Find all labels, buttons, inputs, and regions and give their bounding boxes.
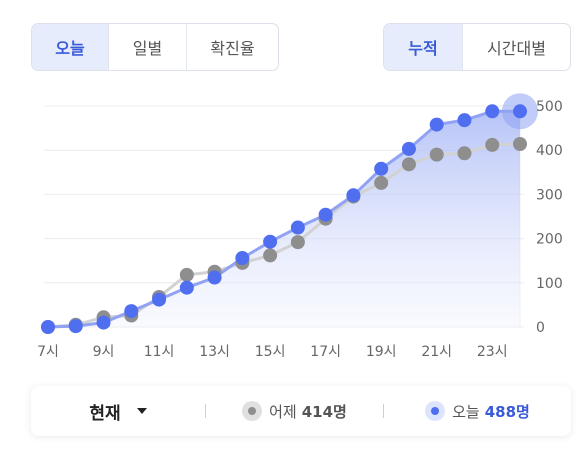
period-tab-group: 오늘 일별 확진율 <box>31 23 279 71</box>
x-tick-label: 17시 <box>310 344 341 360</box>
data-point <box>346 188 361 203</box>
legend-today-label: 오늘 <box>452 402 480 421</box>
time-selector-dropdown[interactable]: 현재 <box>31 399 205 424</box>
data-point <box>124 304 139 319</box>
data-point <box>485 104 500 119</box>
y-tick-label: 300 <box>536 187 563 203</box>
divider <box>205 404 206 418</box>
x-tick-label: 13시 <box>199 344 230 360</box>
cumulative-line-chart: 7시 9시 11시 13시 15시 17시 19시 21시 23시 0 100 200 300 400 5… <box>37 93 563 360</box>
data-point <box>96 315 111 330</box>
tab-hourly[interactable]: 시간대별 <box>462 24 570 70</box>
data-point <box>374 175 389 190</box>
today-area-fill <box>48 111 520 327</box>
data-point <box>179 267 194 282</box>
y-tick-label: 100 <box>536 276 563 292</box>
legend-yesterday-value: 414명 <box>301 402 347 421</box>
x-tick-label: 21시 <box>421 344 452 360</box>
data-point <box>374 161 389 176</box>
legend-yesterday: 어제 414명 <box>206 401 383 422</box>
data-point <box>290 220 305 235</box>
data-point <box>179 280 194 295</box>
data-point <box>513 137 527 152</box>
data-point <box>485 137 500 152</box>
data-point <box>457 113 472 128</box>
data-point <box>207 270 222 285</box>
data-point <box>429 117 444 132</box>
time-selector-label: 현재 <box>89 403 121 424</box>
mode-tab-group: 누적 시간대별 <box>383 23 571 71</box>
data-point <box>513 104 527 119</box>
x-tick-label: 9시 <box>93 344 115 360</box>
today-dot-icon <box>425 401 446 421</box>
data-point <box>263 248 278 263</box>
data-point <box>152 292 167 307</box>
data-point <box>68 319 83 334</box>
data-point <box>41 320 55 334</box>
legend-today: 오늘 488명 <box>384 401 571 422</box>
yesterday-dot-icon <box>242 401 263 421</box>
data-point <box>263 234 278 249</box>
caret-down-icon <box>136 408 147 414</box>
data-point <box>401 141 416 156</box>
legend-today-value: 488명 <box>484 402 530 421</box>
y-tick-label: 200 <box>536 232 563 248</box>
y-tick-label: 0 <box>536 320 545 336</box>
tab-cumulative[interactable]: 누적 <box>384 24 462 70</box>
x-tick-label: 11시 <box>144 344 175 360</box>
x-tick-label: 15시 <box>255 344 286 360</box>
x-tick-label: 19시 <box>366 344 397 360</box>
data-point <box>290 235 305 250</box>
summary-bar: 현재 어제 414명 오늘 488명 <box>31 386 571 436</box>
y-tick-label: 400 <box>536 143 563 159</box>
data-point <box>318 207 333 222</box>
data-point <box>429 147 444 162</box>
tab-today[interactable]: 오늘 <box>32 24 108 70</box>
divider <box>383 404 384 418</box>
data-point <box>235 251 250 266</box>
legend-yesterday-label: 어제 <box>269 402 297 421</box>
x-tick-label: 7시 <box>37 344 59 360</box>
tab-positive-rate[interactable]: 확진율 <box>186 24 278 70</box>
x-tick-label: 23시 <box>477 344 508 360</box>
data-point <box>457 146 472 161</box>
y-tick-label: 500 <box>536 99 563 115</box>
data-point <box>401 157 416 172</box>
tab-daily[interactable]: 일별 <box>108 24 186 70</box>
